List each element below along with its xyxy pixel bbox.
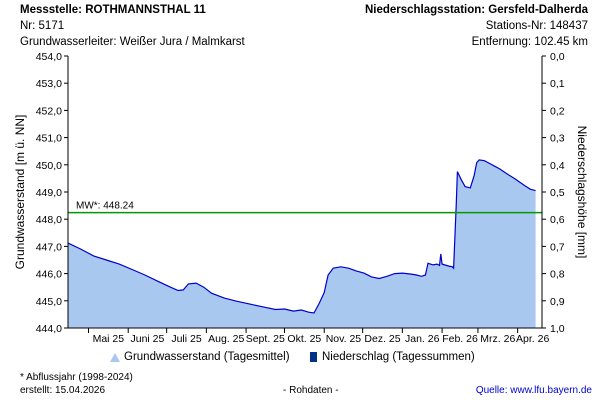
right-tick-label: 0,6 <box>550 214 565 226</box>
legend-precipitation: Niederschlag (Tagessummen) <box>310 351 475 363</box>
left-tick-label: 445,0 <box>36 296 62 308</box>
mean-line-label: MW*: 448.24 <box>76 201 134 212</box>
right-axis-title: Niederschlagshöhe [mm] <box>575 126 589 259</box>
x-tick-label: Dez. 25 <box>364 333 400 345</box>
x-tick-label: Jan. 26 <box>405 333 440 345</box>
left-tick-label: 450,0 <box>36 160 62 172</box>
x-tick-label: Juni 25 <box>130 333 164 345</box>
right-tick-label: 0,5 <box>550 187 565 199</box>
right-tick-label: 0,2 <box>550 105 565 117</box>
legend-area-icon <box>110 352 120 362</box>
left-tick-label: 446,0 <box>36 269 62 281</box>
x-tick-label: Mrz. 26 <box>480 333 515 345</box>
precip-station-number: Stations-Nr: 148437 <box>485 20 588 32</box>
x-tick-label: Aug. 25 <box>208 333 244 345</box>
x-tick-label: Apr. 26 <box>516 333 549 345</box>
legend-groundwater-label: Grundwasserstand (Tagesmittel) <box>124 351 290 363</box>
left-tick-label: 448,0 <box>36 214 62 226</box>
legend-precipitation-label: Niederschlag (Tagessummen) <box>322 351 475 363</box>
right-tick-label: 0,4 <box>550 160 565 172</box>
x-tick-label: Sept. 25 <box>246 333 285 345</box>
right-tick-label: 0,8 <box>550 269 565 281</box>
aquifer-label: Grundwasserleiter: Weißer Jura / Malmkar… <box>20 36 245 48</box>
source-link[interactable]: www.lfu.bayern.de <box>510 385 592 396</box>
right-tick-label: 0,1 <box>550 78 565 90</box>
x-tick-label: Feb. 26 <box>442 333 478 345</box>
x-tick-label: Nov. 25 <box>326 333 362 345</box>
source-label: Quelle: <box>475 385 508 396</box>
groundwater-area <box>68 159 536 328</box>
station-title: Messstelle: ROTHMANNSTHAL 11 <box>20 4 206 16</box>
left-axis-title: Grundwasserstand [m ü. NN] <box>13 115 27 270</box>
precip-station-title: Niederschlagsstation: Gersfeld-Dalherda <box>364 4 588 16</box>
left-tick-label: 447,0 <box>36 241 62 253</box>
left-tick-label: 452,0 <box>36 105 62 117</box>
source: Quelle: www.lfu.bayern.de <box>476 385 592 396</box>
x-tick-label: Mai 25 <box>93 333 125 345</box>
groundwater-line <box>67 159 536 314</box>
left-tick-label: 453,0 <box>36 78 62 90</box>
legend-bar-icon <box>310 351 317 362</box>
legend-groundwater: Grundwasserstand (Tagesmittel) <box>110 351 290 363</box>
footnote: * Abflussjahr (1998-2024) <box>20 372 133 383</box>
right-tick-label: 1,0 <box>550 323 565 335</box>
right-tick-label: 0,3 <box>550 133 565 145</box>
left-tick-label: 444,0 <box>36 323 62 335</box>
x-tick-label: Juli 25 <box>171 333 202 345</box>
left-tick-label: 454,0 <box>36 51 62 63</box>
right-tick-label: 0,7 <box>550 241 565 253</box>
station-number: Nr: 5171 <box>20 20 65 32</box>
x-tick-label: Okt. 25 <box>287 333 321 345</box>
created-date: erstellt: 15.04.2026 <box>20 385 106 396</box>
left-tick-label: 451,0 <box>36 133 62 145</box>
right-tick-label: 0,9 <box>550 296 565 308</box>
left-tick-label: 449,0 <box>36 187 62 199</box>
raw-data-note: - Rohdaten - <box>283 385 339 396</box>
precip-distance: Entfernung: 102.45 km <box>471 36 588 48</box>
right-tick-label: 0,0 <box>550 51 565 63</box>
